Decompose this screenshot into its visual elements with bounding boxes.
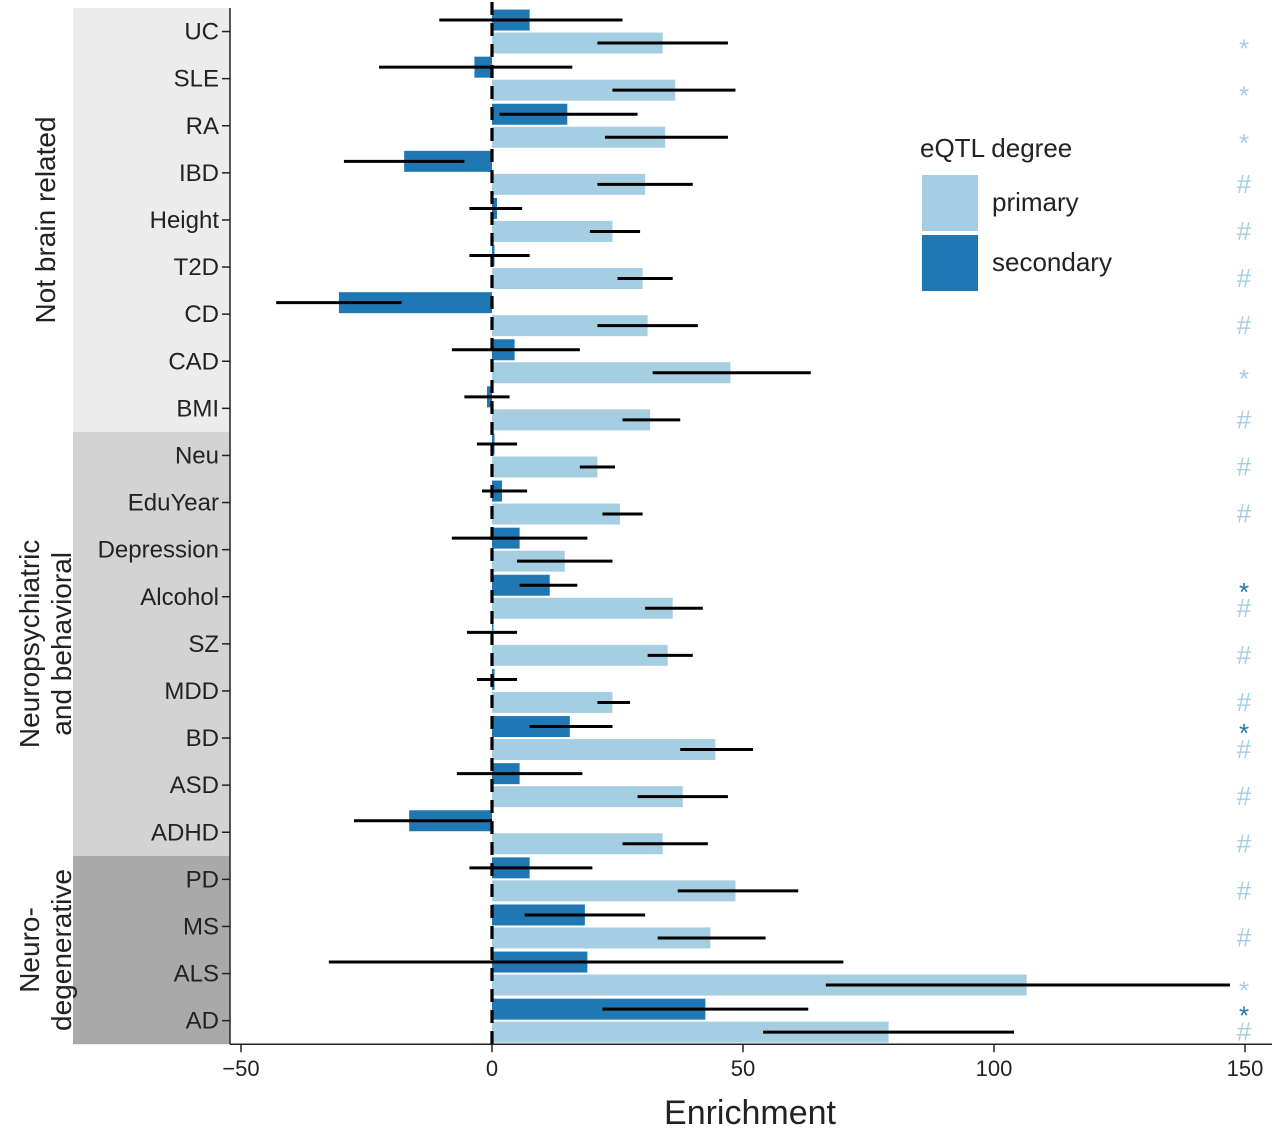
bar-primary-RA (492, 126, 666, 148)
significance-secondary-Alcohol: * (1239, 577, 1249, 607)
group-band-0 (73, 8, 230, 432)
axes-layer: UC SLE RA IBD Height T2D CD CAD BMI Neu EduYear Dep… (98, 8, 1272, 1081)
y-tick-label-IBD: IBD (179, 160, 219, 187)
significance-primary-Alcohol: # (1237, 593, 1252, 623)
x-tick-label-150: 150 (1227, 1056, 1264, 1081)
bar-primary-IBD (492, 173, 646, 195)
bar-primary-CAD (492, 362, 731, 384)
y-tick-label-ADHD: ADHD (151, 819, 219, 846)
bar-primary-ASD (492, 786, 683, 808)
group-band-1 (73, 431, 230, 856)
significance-primary-EduYear: # (1237, 499, 1252, 529)
significance-primary-PD: # (1237, 875, 1252, 905)
y-tick-label-ALS: ALS (174, 961, 219, 988)
y-tick-label-Neu: Neu (175, 442, 219, 469)
y-tick-label-SLE: SLE (174, 66, 219, 93)
bar-primary-ALS (492, 974, 1027, 996)
y-tick-label-BMI: BMI (176, 395, 219, 422)
group-label-2: Neuro-degenerative (14, 869, 77, 1031)
significance-primary-MS: # (1237, 922, 1252, 952)
bar-primary-T2D (492, 268, 643, 290)
significance-primary-CAD: * (1239, 363, 1249, 393)
significance-primary-SZ: # (1237, 640, 1252, 670)
significance-primary-BMI: # (1237, 404, 1252, 434)
y-tick-label-AD: AD (186, 1008, 219, 1035)
significance-primary-UC: * (1239, 34, 1249, 64)
bar-secondary-CD (338, 292, 492, 314)
legend-label-primary: primary (992, 187, 1079, 217)
x-tick-label--50: −50 (222, 1056, 259, 1081)
significance-primary-Height: # (1237, 216, 1252, 246)
significance-primary-MDD: # (1237, 687, 1252, 717)
y-tick-label-Alcohol: Alcohol (140, 584, 219, 611)
y-tick-label-MS: MS (183, 913, 219, 940)
significance-primary-T2D: # (1237, 263, 1252, 293)
significance-primary-BD: # (1237, 734, 1252, 764)
bar-primary-Alcohol (492, 597, 673, 619)
y-tick-label-CD: CD (184, 301, 219, 328)
significance-primary-RA: * (1239, 128, 1249, 158)
legend: eQTL degree primary secondary (920, 133, 1112, 291)
y-tick-label-EduYear: EduYear (128, 490, 219, 517)
y-tick-label-Height: Height (150, 207, 220, 234)
bar-secondary-AD (492, 998, 706, 1020)
x-axis-label: Enrichment (664, 1094, 837, 1132)
group-label-0: Not brain related (30, 116, 61, 323)
bar-primary-PD (492, 880, 736, 902)
y-tick-label-PD: PD (186, 866, 219, 893)
y-tick-label-BD: BD (186, 725, 219, 752)
bar-primary-Height (492, 220, 613, 242)
significance-primary-ADHD: # (1237, 828, 1252, 858)
group-band-2 (73, 855, 230, 1045)
significance-primary-ASD: # (1237, 781, 1252, 811)
bar-primary-AD (492, 1021, 889, 1043)
y-tick-label-CAD: CAD (168, 348, 219, 375)
significance-primary-IBD: # (1237, 169, 1252, 199)
y-tick-label-MDD: MDD (164, 678, 219, 705)
bar-primary-MDD (492, 691, 613, 713)
x-tick-label-50: 50 (731, 1056, 755, 1081)
significance-primary-SLE: * (1239, 81, 1249, 111)
bar-primary-SZ (492, 644, 668, 666)
legend-label-secondary: secondary (992, 247, 1112, 277)
y-tick-label-Depression: Depression (98, 537, 219, 564)
significance-secondary-AD: * (1239, 1001, 1249, 1031)
x-tick-label-0: 0 (486, 1056, 498, 1081)
y-tick-label-T2D: T2D (174, 254, 219, 281)
bar-primary-EduYear (492, 503, 621, 525)
group-bands: Not brain related Neuropsychiatricand beh… (14, 8, 230, 1045)
x-tick-label-100: 100 (976, 1056, 1013, 1081)
significance-primary-Neu: # (1237, 451, 1252, 481)
legend-swatch-primary (922, 175, 978, 231)
bar-primary-BD (492, 739, 716, 761)
bar-primary-MS (492, 927, 711, 949)
y-tick-label-UC: UC (184, 19, 219, 46)
y-tick-label-RA: RA (186, 113, 219, 140)
bar-primary-SLE (492, 79, 676, 101)
legend-swatch-secondary (922, 235, 978, 291)
significance-primary-AD: # (1237, 1017, 1252, 1047)
significance-layer: ***####*###*###*#####**# (1237, 34, 1252, 1047)
errorbars-layer (276, 18, 1230, 1034)
group-label-1: Neuropsychiatricand behavioral (14, 540, 77, 749)
bar-primary-CD (492, 315, 648, 337)
bar-primary-BMI (492, 409, 651, 431)
significance-secondary-BD: * (1239, 718, 1249, 748)
significance-primary-CD: # (1237, 310, 1252, 340)
legend-title: eQTL degree (920, 133, 1072, 163)
bar-primary-UC (492, 32, 663, 54)
bar-primary-Neu (492, 456, 598, 478)
significance-primary-ALS: * (1239, 976, 1249, 1006)
bars-layer (338, 9, 1027, 1043)
bar-primary-ADHD (492, 833, 663, 855)
y-tick-label-SZ: SZ (188, 631, 219, 658)
y-tick-label-ASD: ASD (170, 772, 219, 799)
